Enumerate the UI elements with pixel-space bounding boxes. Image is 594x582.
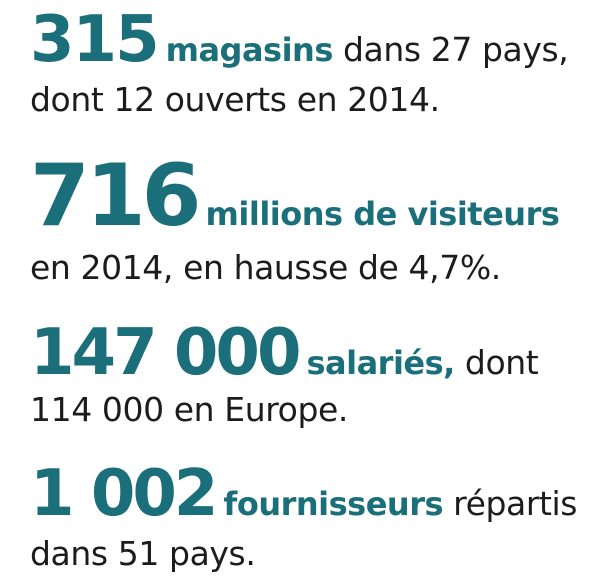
- stat-detail: en 2014, en hausse de 4,7%.: [30, 248, 501, 287]
- stat-detail: 114 000 en Europe.: [30, 390, 348, 429]
- stat-keyword: millions de visiteurs: [205, 195, 560, 233]
- stat-detail: dont 12 ouverts en 2014.: [30, 80, 440, 119]
- stat-text: répartis: [443, 484, 578, 523]
- stat-text: dans 27 pays,: [332, 30, 569, 69]
- stat-keyword: salariés,: [306, 344, 455, 382]
- stat-number: 716: [30, 146, 202, 246]
- stat-keyword: fournisseurs: [223, 485, 444, 523]
- stat-block-suppliers: 1 002 fournisseurs répartis dans 51 pays.: [30, 456, 578, 573]
- stat-block-employees: 147 000 salariés, dont 114 000 en Europe.: [30, 316, 539, 429]
- stat-number: 315: [30, 3, 160, 77]
- stat-number: 147 000: [30, 316, 301, 390]
- stat-block-stores: 315 magasins dans 27 pays, dont 12 ouvert…: [30, 0, 569, 119]
- stat-block-visitors: 716 millions de visiteurs en 2014, en hau…: [30, 146, 560, 287]
- stat-number: 1 002: [30, 457, 218, 531]
- stat-detail: dans 51 pays.: [30, 534, 256, 573]
- stat-text: dont: [454, 343, 539, 382]
- stat-keyword: magasins: [165, 31, 334, 69]
